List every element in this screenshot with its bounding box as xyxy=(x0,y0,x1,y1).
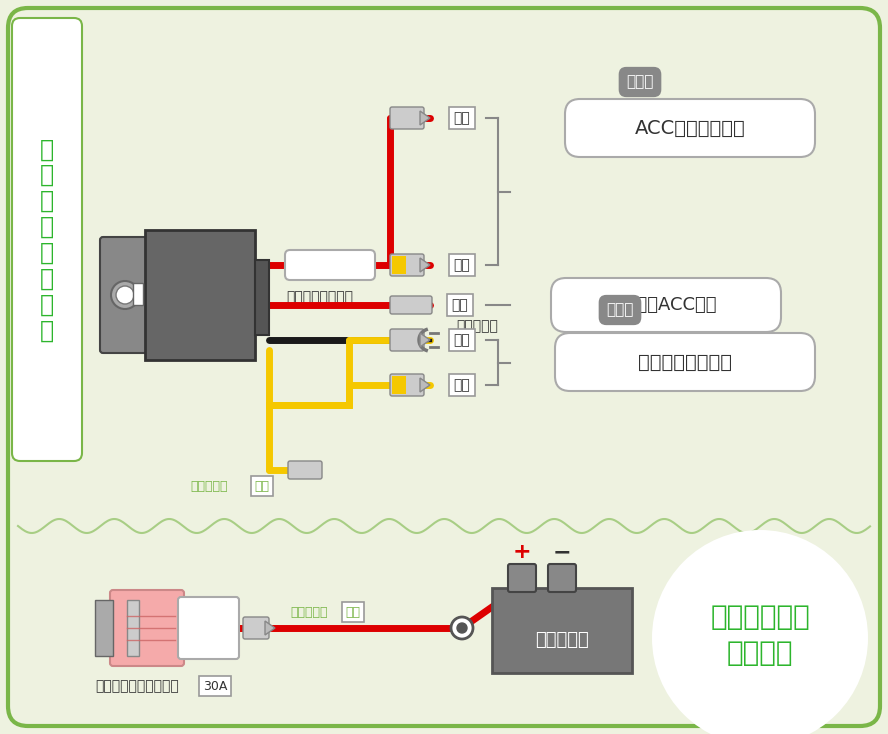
FancyBboxPatch shape xyxy=(492,588,632,673)
Text: メス: メス xyxy=(454,111,471,125)
FancyBboxPatch shape xyxy=(178,597,239,659)
FancyBboxPatch shape xyxy=(390,254,424,276)
Polygon shape xyxy=(265,621,275,635)
FancyBboxPatch shape xyxy=(390,374,424,396)
Text: 電
装
品
に
つ
な
ぐ
側: 電 装 品 に つ な ぐ 側 xyxy=(40,137,54,343)
Text: 大容量: 大容量 xyxy=(607,302,634,318)
FancyBboxPatch shape xyxy=(392,256,406,274)
Text: バッテリーに
つなぐ側: バッテリーに つなぐ側 xyxy=(710,603,810,667)
Text: クワ型端子: クワ型端子 xyxy=(456,319,498,333)
FancyBboxPatch shape xyxy=(390,296,432,314)
Polygon shape xyxy=(420,333,430,347)
FancyBboxPatch shape xyxy=(255,260,269,335)
FancyBboxPatch shape xyxy=(145,230,255,360)
FancyBboxPatch shape xyxy=(95,600,113,656)
FancyBboxPatch shape xyxy=(288,461,322,479)
FancyBboxPatch shape xyxy=(243,617,269,639)
FancyBboxPatch shape xyxy=(12,18,82,461)
Circle shape xyxy=(111,281,139,309)
FancyBboxPatch shape xyxy=(565,99,815,157)
Circle shape xyxy=(457,623,467,633)
Text: ギボシ端子: ギボシ端子 xyxy=(290,606,328,619)
Text: 30A: 30A xyxy=(202,680,227,692)
Text: オス: オス xyxy=(452,298,468,312)
FancyBboxPatch shape xyxy=(392,376,406,394)
Text: 常時電源が取れる: 常時電源が取れる xyxy=(638,352,732,371)
Text: スローブローヒューズ: スローブローヒューズ xyxy=(95,679,178,693)
FancyBboxPatch shape xyxy=(390,107,424,129)
Circle shape xyxy=(116,286,134,304)
Text: メス: メス xyxy=(454,378,471,392)
FancyBboxPatch shape xyxy=(548,564,576,592)
Circle shape xyxy=(652,530,868,734)
FancyBboxPatch shape xyxy=(110,590,184,666)
Circle shape xyxy=(451,617,473,639)
Text: メス: メス xyxy=(454,333,471,347)
FancyBboxPatch shape xyxy=(100,237,150,353)
FancyBboxPatch shape xyxy=(390,329,424,351)
Text: 車両側のACC線へ: 車両側のACC線へ xyxy=(615,296,717,314)
Text: バッテリー: バッテリー xyxy=(535,631,589,650)
FancyBboxPatch shape xyxy=(133,283,143,305)
Text: ヒューズホルダー: ヒューズホルダー xyxy=(286,290,353,304)
Polygon shape xyxy=(420,111,430,125)
Text: ギボシ端子: ギボシ端子 xyxy=(190,479,227,493)
Text: −: − xyxy=(552,542,571,562)
Text: +: + xyxy=(512,542,531,562)
Polygon shape xyxy=(420,258,430,272)
FancyBboxPatch shape xyxy=(127,600,139,656)
FancyBboxPatch shape xyxy=(508,564,536,592)
FancyBboxPatch shape xyxy=(555,333,815,391)
FancyBboxPatch shape xyxy=(8,8,880,726)
Text: 大容量: 大容量 xyxy=(626,74,654,90)
FancyBboxPatch shape xyxy=(551,278,781,332)
Text: ACC電源が取れる: ACC電源が取れる xyxy=(635,118,745,137)
Text: メス: メス xyxy=(454,258,471,272)
Polygon shape xyxy=(420,378,430,392)
Text: メス: メス xyxy=(345,606,361,619)
Text: オス: オス xyxy=(255,479,269,493)
FancyBboxPatch shape xyxy=(285,250,375,280)
